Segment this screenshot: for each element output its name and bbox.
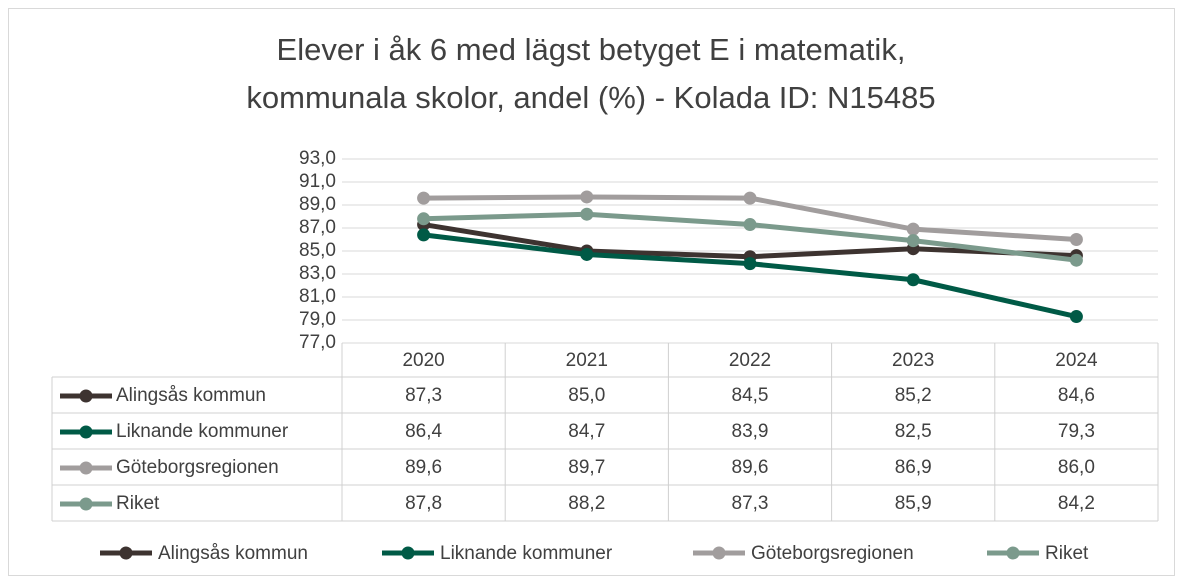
table-value: 85,0 [568,385,605,406]
y-tick-label: 79,0 [299,309,336,330]
data-point [417,191,431,205]
y-tick-label: 91,0 [299,171,336,192]
chart-border [8,8,1175,576]
table-row-label: Alingsås kommun [116,385,266,406]
y-tick-label: 77,0 [299,332,336,353]
x-tick-label: 2020 [402,350,444,371]
y-tick-label: 85,0 [299,240,336,261]
table-value: 87,3 [405,385,442,406]
data-point [580,247,594,261]
table-key-marker [79,497,93,511]
legend-key-marker [1006,546,1020,560]
x-tick-label: 2024 [1055,350,1098,371]
table-value: 87,8 [405,493,442,514]
table-row-label: Riket [116,493,160,514]
data-point [417,212,431,226]
table-key-marker [79,389,93,403]
x-tick-label: 2023 [892,350,934,371]
legend-key-marker [712,546,726,560]
table-value: 86,0 [1058,457,1095,478]
table-value: 84,5 [732,385,769,406]
table-row-label: Liknande kommuner [116,421,289,442]
legend-label: Göteborgsregionen [751,543,914,564]
legend-label: Riket [1045,543,1089,564]
table-value: 84,7 [568,421,605,442]
data-point [1069,233,1083,246]
table-value: 86,9 [895,457,932,478]
table-key-marker [79,425,93,439]
data-point [1069,310,1083,324]
data-point [417,228,431,242]
y-tick-label: 83,0 [299,263,336,284]
table-value: 88,2 [568,493,605,514]
table-value: 85,9 [895,493,932,514]
table-value: 85,2 [895,385,932,406]
data-point [906,234,920,248]
y-tick-label: 93,0 [299,148,336,169]
table-value: 79,3 [1058,421,1095,442]
data-point [743,257,757,271]
data-point [580,207,594,221]
chart-title: Elever i åk 6 med lägst betyget E i mate… [277,32,906,67]
table-value: 89,6 [405,457,442,478]
data-point [743,191,757,205]
table-value: 89,6 [732,457,769,478]
chart-title: kommunala skolor, andel (%) - Kolada ID:… [246,80,935,115]
data-point [743,218,757,232]
x-tick-label: 2021 [566,350,608,371]
table-value: 87,3 [732,493,769,514]
table-value: 83,9 [732,421,769,442]
data-point [906,222,920,236]
table-key-marker [79,461,93,475]
y-tick-label: 81,0 [299,286,336,307]
legend-key-marker [401,546,415,560]
x-tick-label: 2022 [729,350,771,371]
legend-key-marker [119,546,133,560]
table-value: 89,7 [568,457,605,478]
data-point [1069,253,1083,267]
y-tick-label: 89,0 [299,194,336,215]
table-value: 86,4 [405,421,442,442]
legend-label: Alingsås kommun [158,543,308,564]
y-tick-label: 87,0 [299,217,336,238]
table-value: 82,5 [895,421,932,442]
data-point [580,190,594,204]
data-point [906,273,920,287]
table-value: 84,6 [1058,385,1095,406]
legend-label: Liknande kommuner [440,543,613,564]
table-row-label: Göteborgsregionen [116,457,279,478]
table-value: 84,2 [1058,493,1095,514]
